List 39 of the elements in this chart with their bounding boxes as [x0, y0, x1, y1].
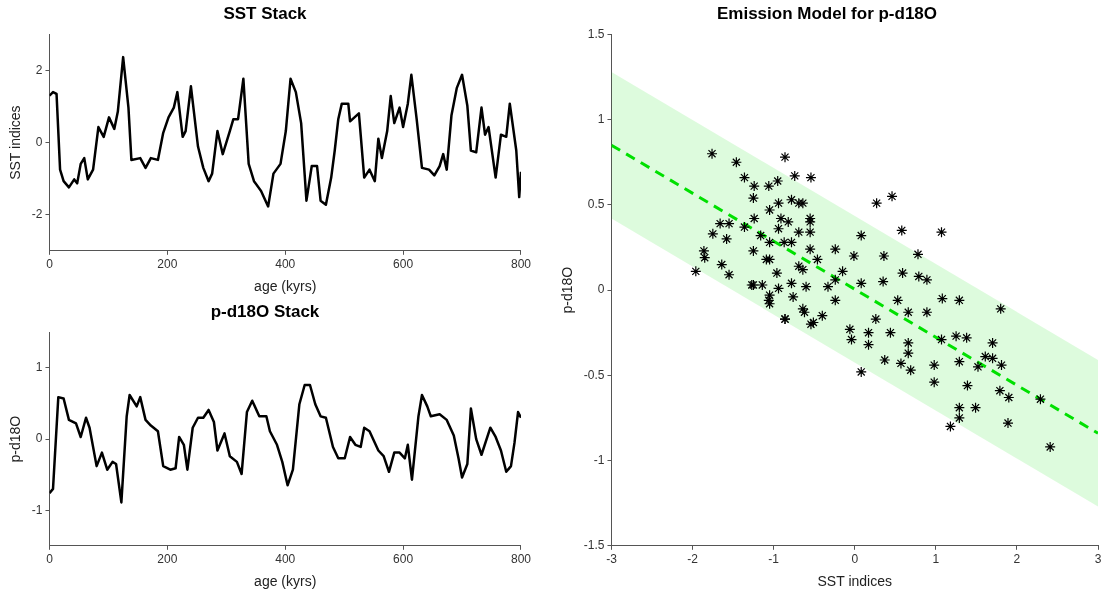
chart-title: p-d18O Stack — [210, 301, 320, 321]
x-tick-label: 0 — [851, 552, 859, 567]
x-tick-label: 3 — [1094, 552, 1102, 567]
x-tick-label: 0 — [46, 257, 54, 272]
chart-title: Emission Model for p-d18O — [716, 3, 938, 23]
y-axis-title: p-d18O — [7, 415, 24, 463]
x-tick-label: -1 — [768, 552, 780, 567]
x-axis-title: age (kyrs) — [254, 278, 317, 295]
y-tick-label: 2 — [35, 62, 43, 77]
y-tick-label: 1 — [35, 360, 43, 375]
y-axis-title: SST indices — [7, 105, 24, 180]
y-tick-label: 0 — [597, 282, 605, 297]
x-tick-label: 200 — [157, 552, 178, 567]
x-tick-label: -2 — [687, 552, 699, 567]
x-tick-label: 2 — [1013, 552, 1021, 567]
y-tick-label: -2 — [31, 207, 43, 222]
y-axis-title: p-d18O — [559, 266, 576, 314]
y-tick-label: 0 — [35, 431, 43, 446]
x-tick-label: 0 — [46, 552, 54, 567]
x-tick-label: 400 — [275, 257, 296, 272]
y-tick-label: -0.5 — [583, 367, 605, 382]
y-tick-label: 1.5 — [587, 26, 605, 41]
x-axis-title: age (kyrs) — [254, 573, 317, 590]
x-tick-label: 800 — [510, 257, 532, 272]
y-tick-label: 0.5 — [587, 197, 605, 212]
y-tick-label: 0 — [35, 134, 43, 149]
x-tick-label: 1 — [932, 552, 940, 567]
x-tick-label: 800 — [510, 552, 532, 567]
y-tick-label: -1 — [593, 452, 605, 467]
y-tick-label: -1 — [31, 502, 43, 517]
y-tick-label: -1.5 — [583, 538, 605, 553]
x-tick-label: 600 — [393, 257, 414, 272]
x-axis-title: SST indices — [817, 573, 892, 590]
chart-title: SST Stack — [223, 3, 308, 23]
x-tick-label: -3 — [606, 552, 618, 567]
x-tick-label: 400 — [275, 552, 296, 567]
y-tick-label: 1 — [597, 111, 605, 126]
x-tick-label: 200 — [157, 257, 178, 272]
x-tick-label: 600 — [393, 552, 414, 567]
